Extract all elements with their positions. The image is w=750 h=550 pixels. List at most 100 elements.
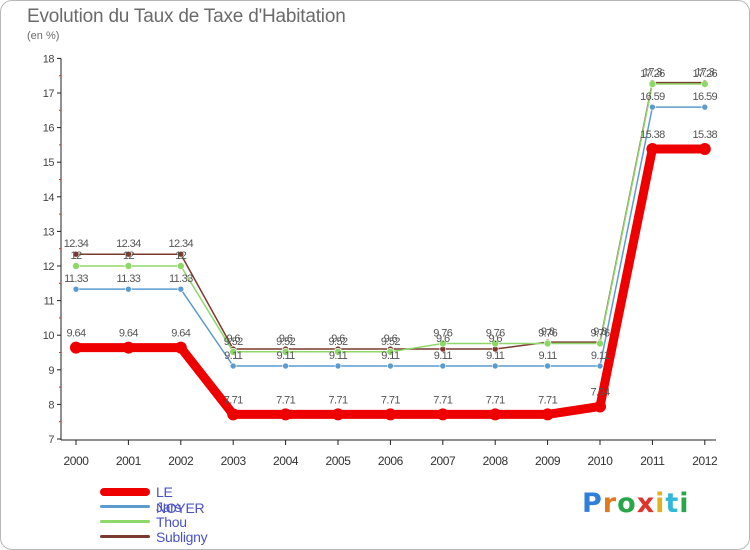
- data-label-thou: 9.52: [328, 336, 347, 348]
- data-point-subligny: [177, 250, 185, 258]
- data-label-subligny: 9.6: [331, 333, 345, 345]
- data-label-le-noyer: 7.71: [381, 394, 400, 406]
- legend-label-le-noyer: LE NOYER: [156, 484, 205, 516]
- x-tick-label: 2009: [535, 454, 561, 468]
- data-point-thou: [543, 339, 552, 348]
- y-tick-label: 17: [43, 88, 55, 100]
- y-tick-label: 13: [43, 226, 55, 238]
- data-label-thou: 12: [70, 250, 82, 262]
- chart-title: Evolution du Taux de Taxe d'Habitation: [27, 6, 346, 27]
- data-label-le-noyer: 7.71: [224, 394, 243, 406]
- data-label-le-noyer: 9.64: [171, 328, 190, 340]
- data-point-le-noyer: [279, 408, 292, 421]
- data-point-jars: [387, 362, 394, 370]
- y-tick-label: 15: [43, 157, 55, 169]
- data-point-thou: [648, 80, 657, 88]
- data-label-thou: 17.26: [693, 68, 718, 80]
- data-label-subligny: 12.34: [64, 238, 89, 250]
- data-point-jars: [439, 362, 447, 370]
- x-tick-label: 2012: [692, 454, 718, 468]
- data-label-le-noyer: 7.71: [538, 394, 557, 406]
- data-point-le-noyer: [489, 408, 502, 421]
- y-tick-label: 7: [48, 434, 54, 446]
- x-tick-label: 2005: [325, 454, 351, 468]
- data-label-thou: 9.76: [433, 328, 452, 340]
- data-point-thou: [438, 339, 447, 348]
- data-label-subligny: 9.6: [436, 333, 450, 345]
- data-point-le-noyer: [332, 408, 344, 421]
- data-label-jars: 9.11: [538, 350, 557, 362]
- data-label-subligny: 12.34: [169, 238, 194, 250]
- data-label-jars: 16.59: [640, 91, 665, 103]
- data-label-thou: 17.26: [640, 68, 665, 80]
- data-point-subligny: [72, 250, 80, 258]
- legend-label-thou: Thou: [156, 514, 187, 530]
- data-point-thou: [386, 348, 395, 356]
- data-label-jars: 9.11: [486, 350, 505, 362]
- data-point-le-noyer: [436, 408, 449, 421]
- data-label-thou: 9.76: [486, 328, 505, 340]
- legend-label-jars: Jars: [156, 499, 182, 515]
- data-label-thou: 9.52: [224, 336, 243, 348]
- data-label-subligny: 9.6: [488, 333, 502, 345]
- data-label-jars: 9.11: [276, 350, 295, 362]
- data-point-thou: [491, 339, 500, 348]
- y-tick-label: 16: [43, 123, 55, 135]
- data-label-subligny: 9.6: [279, 333, 293, 345]
- legend-swatch-thou: [100, 520, 150, 523]
- data-point-jars: [125, 285, 132, 293]
- data-point-jars: [544, 362, 551, 370]
- legend-label-subligny: Subligny: [156, 529, 208, 545]
- proxiti-logo: Proxiti: [582, 488, 690, 519]
- data-label-jars: 9.11: [591, 350, 610, 362]
- data-point-subligny: [125, 250, 132, 258]
- data-label-subligny: 9.8: [593, 326, 607, 338]
- data-label-jars: 11.33: [169, 273, 193, 285]
- data-point-jars: [649, 103, 656, 111]
- data-label-le-noyer: 9.64: [119, 328, 138, 340]
- data-point-jars: [72, 285, 80, 293]
- data-label-jars: 9.11: [329, 350, 348, 362]
- data-point-jars: [491, 362, 499, 370]
- data-point-thou: [281, 348, 290, 356]
- data-point-le-noyer: [227, 408, 240, 421]
- data-label-subligny: 9.6: [384, 333, 398, 345]
- data-point-le-noyer: [384, 408, 397, 421]
- data-label-le-noyer: 15.38: [640, 129, 665, 141]
- data-label-thou: 9.52: [381, 336, 400, 348]
- data-point-jars: [334, 362, 342, 370]
- data-label-subligny: 9.6: [226, 333, 240, 345]
- data-label-jars: 9.11: [434, 350, 453, 362]
- x-tick-label: 2001: [116, 454, 142, 468]
- x-tick-label: 2000: [63, 454, 89, 468]
- legend-swatch-le-noyer: [100, 488, 150, 496]
- data-label-le-noyer: 15.38: [693, 129, 718, 141]
- data-point-thou: [596, 339, 604, 348]
- x-tick-label: 2004: [273, 454, 299, 468]
- data-label-thou: 12: [175, 250, 187, 262]
- data-point-jars: [701, 103, 709, 111]
- data-point-jars: [596, 362, 604, 370]
- data-label-le-noyer: 9.64: [66, 328, 85, 340]
- data-label-jars: 11.33: [64, 273, 88, 285]
- data-point-jars: [177, 285, 185, 293]
- data-label-subligny: 17.3: [695, 67, 714, 79]
- series-line-subligny: [75, 81, 706, 350]
- data-point-jars: [282, 362, 289, 370]
- y-tick-label: 11: [44, 296, 55, 308]
- data-label-subligny: 12.34: [116, 238, 141, 250]
- data-point-thou: [72, 262, 80, 270]
- y-tick-label: 8: [48, 399, 54, 411]
- data-point-le-noyer: [70, 341, 82, 354]
- legend-swatch-subligny: [100, 535, 150, 538]
- x-tick-label: 2011: [640, 454, 665, 468]
- x-tick-label: 2008: [483, 454, 509, 468]
- x-tick-label: 2007: [430, 454, 456, 468]
- data-label-jars: 9.11: [224, 350, 243, 362]
- data-label-thou: 9.76: [538, 328, 557, 340]
- data-label-jars: 11.33: [117, 273, 141, 285]
- data-point-thou: [124, 262, 133, 270]
- data-point-le-noyer: [541, 408, 554, 421]
- y-tick-label: 14: [43, 192, 55, 204]
